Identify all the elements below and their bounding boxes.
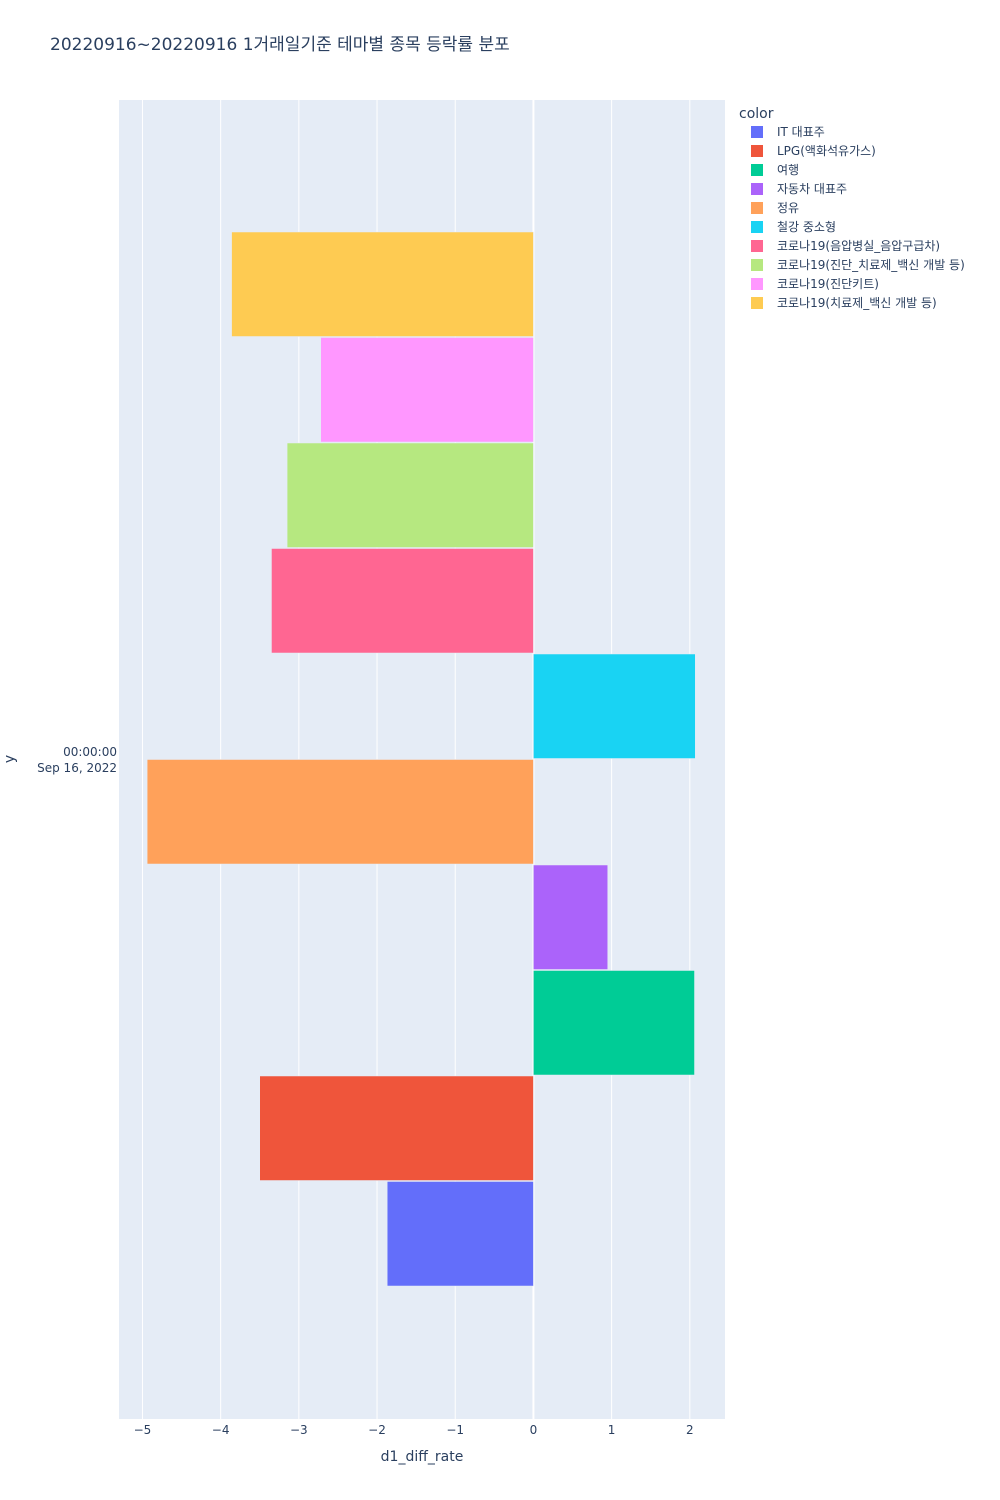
legend-swatch — [751, 278, 763, 290]
legend-label: 자동차 대표주 — [777, 182, 847, 196]
legend-item[interactable]: LPG(액화석유가스) — [751, 144, 876, 158]
legend-swatch — [751, 259, 763, 271]
legend-label: 코로나19(음압병실_음압구급차) — [777, 239, 940, 253]
legend-label: LPG(액화석유가스) — [777, 144, 876, 158]
x-axis-title: d1_diff_rate — [381, 1449, 464, 1465]
legend-label: 코로나19(치료제_백신 개발 등) — [777, 296, 937, 310]
x-axis-ticks: −5 −4 −3 −2 −1 0 1 2 — [134, 1423, 694, 1437]
legend-swatch — [751, 297, 763, 309]
legend-swatch — [751, 240, 763, 252]
x-tick-label: −5 — [134, 1423, 152, 1437]
x-tick-label: 2 — [686, 1423, 694, 1437]
bar — [259, 1075, 534, 1181]
x-tick-label: 0 — [530, 1423, 538, 1437]
chart-title: 20220916~20220916 1거래일기준 테마별 종목 등락률 분포 — [50, 35, 510, 55]
legend-swatch — [751, 164, 763, 176]
y-axis-title: y — [2, 755, 18, 763]
bar — [320, 337, 534, 443]
legend-item[interactable]: 철강 중소형 — [751, 220, 836, 234]
legend-swatch — [751, 145, 763, 157]
bar — [286, 442, 534, 548]
legend-label: IT 대표주 — [777, 125, 825, 139]
x-tick-label: 1 — [608, 1423, 616, 1437]
bar — [533, 970, 695, 1076]
legend-item[interactable]: IT 대표주 — [751, 125, 825, 139]
legend-label: 코로나19(진단키트) — [777, 277, 879, 291]
bar — [533, 653, 696, 759]
bar — [271, 548, 534, 654]
bars — [146, 231, 696, 1287]
x-tick-label: −1 — [446, 1423, 464, 1437]
legend-item[interactable]: 정유 — [751, 201, 799, 215]
legend-item[interactable]: 코로나19(치료제_백신 개발 등) — [751, 296, 937, 310]
legend-label: 철강 중소형 — [777, 220, 836, 234]
legend-item[interactable]: 여행 — [751, 162, 799, 177]
legend-item[interactable]: 자동차 대표주 — [751, 182, 847, 196]
x-tick-label: −4 — [212, 1423, 230, 1437]
y-tick-date: Sep 16, 2022 — [37, 761, 117, 775]
legend-item[interactable]: 코로나19(진단_치료제_백신 개발 등) — [751, 258, 965, 272]
legend-swatch — [751, 202, 763, 214]
legend-label: 여행 — [777, 162, 799, 177]
legend-item[interactable]: 코로나19(진단키트) — [751, 277, 879, 291]
bar — [146, 759, 534, 865]
y-tick-time: 00:00:00 — [63, 745, 117, 759]
legend-label: 코로나19(진단_치료제_백신 개발 등) — [777, 258, 965, 272]
bar — [231, 231, 534, 337]
legend-swatch — [751, 221, 763, 233]
x-tick-label: −2 — [368, 1423, 386, 1437]
legend-item[interactable]: 코로나19(음압병실_음압구급차) — [751, 239, 940, 253]
bar — [386, 1181, 534, 1287]
legend-swatch — [751, 183, 763, 195]
legend-swatch — [751, 126, 763, 138]
bar — [533, 864, 608, 970]
x-tick-label: −3 — [290, 1423, 308, 1437]
legend-label: 정유 — [777, 201, 799, 215]
legend-title: color — [739, 106, 774, 122]
